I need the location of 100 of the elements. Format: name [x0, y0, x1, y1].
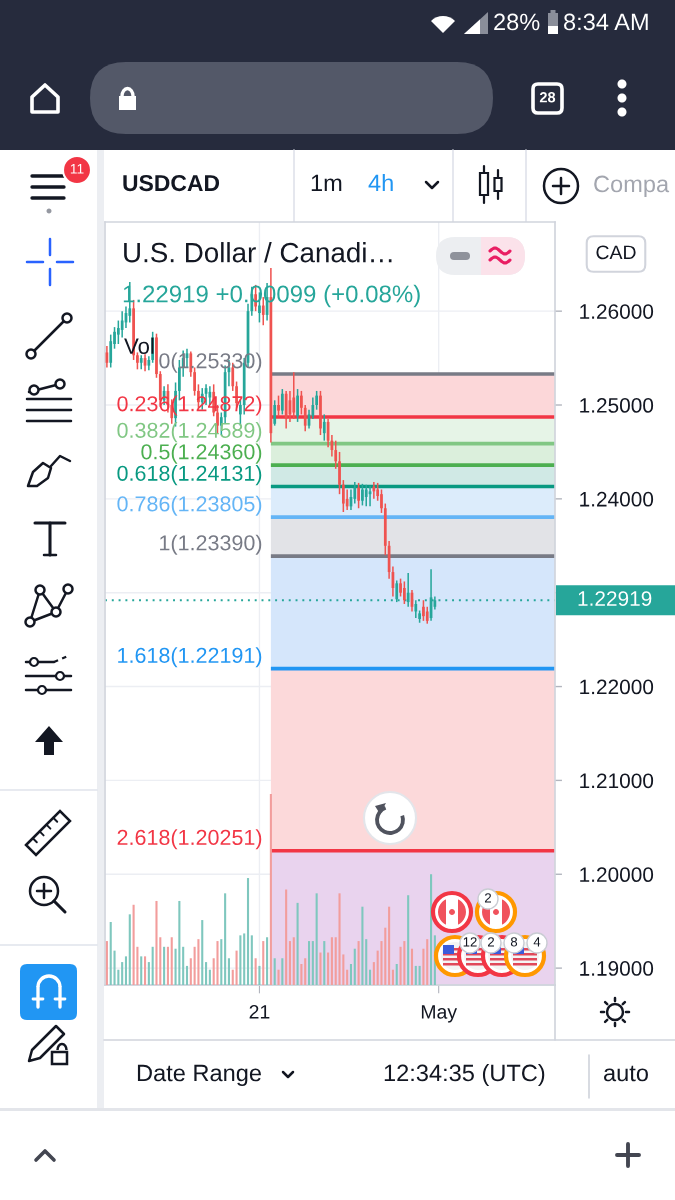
bar: [266, 937, 269, 985]
bar: [246, 878, 250, 985]
annotation: 4: [533, 937, 541, 947]
text: 12:34:35 (UTC): [384, 1063, 545, 1086]
candlestick: [345, 488, 349, 511]
bar: [395, 963, 398, 985]
bar: [319, 952, 322, 985]
ref-line-label: 1(1.23390): [160, 534, 262, 555]
annotation: 8: [510, 937, 518, 947]
candlestick: [322, 413, 326, 442]
ref-line-label: 1.618(1.22191): [118, 647, 262, 668]
bar: [147, 962, 150, 985]
bar: [121, 962, 124, 985]
bar: [185, 965, 189, 985]
bar: [368, 969, 372, 985]
bar: [430, 874, 433, 985]
bar: [235, 950, 238, 985]
bar: [155, 900, 158, 985]
x-tick-label: 21: [249, 1004, 270, 1019]
candlestick: [402, 580, 406, 605]
bar: [140, 956, 143, 985]
bar: [296, 902, 299, 985]
bar: [182, 946, 185, 985]
candlestick: [109, 333, 113, 369]
bar: [258, 965, 261, 985]
bar: [330, 937, 333, 985]
bar: [391, 969, 394, 985]
y-tick-label: 1.21000: [580, 773, 654, 789]
bar: [239, 935, 242, 985]
bar: [243, 933, 246, 985]
bar: [403, 941, 406, 985]
bar: [224, 893, 227, 985]
candlestick: [380, 488, 383, 514]
ref-line-label: 0.382(1.24589): [117, 422, 262, 443]
candlestick: [296, 388, 299, 423]
bar: [273, 958, 276, 985]
bar: [208, 969, 211, 985]
candlestick: [399, 577, 402, 598]
candlestick: [280, 388, 284, 416]
bar: [292, 937, 295, 985]
bar: [262, 941, 265, 985]
candlestick: [334, 439, 338, 470]
annotation: 2: [485, 893, 492, 903]
bar: [338, 893, 341, 985]
y-tick-label: 1.20000: [580, 867, 654, 883]
bar: [124, 956, 128, 985]
ref-line-label: 0.5(1.24360): [141, 443, 262, 464]
bar: [105, 941, 108, 985]
bar: [216, 941, 219, 985]
bar: [422, 948, 425, 985]
candlestick: [372, 481, 376, 500]
bar: [407, 895, 410, 985]
bar: [288, 941, 292, 985]
bar: [349, 963, 353, 985]
bar: [132, 904, 135, 985]
bar: [269, 794, 272, 985]
text: U.S. Dollar / Canadi…: [124, 242, 392, 263]
candlestick: [319, 390, 322, 436]
candlestick: [357, 482, 360, 510]
candlestick: [273, 399, 277, 427]
candlestick: [155, 332, 158, 379]
text: 8:34 AM: [564, 13, 648, 31]
candlestick: [341, 479, 345, 513]
bar: [250, 935, 253, 985]
bar: [201, 920, 204, 985]
annotation: 2: [488, 937, 495, 947]
bar: [178, 900, 181, 985]
text: 28: [539, 92, 556, 103]
bar: [189, 958, 192, 985]
bar: [170, 937, 173, 985]
bar: [323, 941, 326, 985]
bar: [128, 914, 131, 985]
bar: [285, 889, 288, 985]
ref-line-label: 0.786(1.23805): [117, 495, 262, 516]
ref-line-label: 0.618(1.24131): [117, 465, 262, 486]
x-tick-label: May: [421, 1005, 458, 1023]
y-tick-label: 1.25000: [580, 398, 654, 413]
bar: [143, 956, 147, 985]
bar: [410, 948, 414, 985]
bar: [197, 939, 200, 985]
bar: [426, 939, 429, 985]
candlestick: [361, 483, 364, 507]
y-tick-label: 1.24000: [580, 491, 654, 507]
candlestick: [364, 484, 368, 508]
bar: [365, 939, 368, 985]
bar: [304, 958, 307, 985]
bar: [327, 952, 330, 985]
bar: [414, 965, 417, 985]
bar: [361, 906, 364, 985]
bar: [300, 963, 303, 985]
bar: [372, 962, 375, 985]
text: Compa: [594, 175, 670, 197]
bar: [357, 941, 360, 985]
y-tick-label: 1.26000: [580, 304, 654, 319]
text: auto: [604, 1065, 648, 1082]
bar: [151, 946, 154, 985]
candlestick: [422, 599, 425, 622]
bar: [315, 893, 318, 985]
text: USDCAD: [123, 174, 220, 192]
text: 1m: [311, 174, 342, 192]
